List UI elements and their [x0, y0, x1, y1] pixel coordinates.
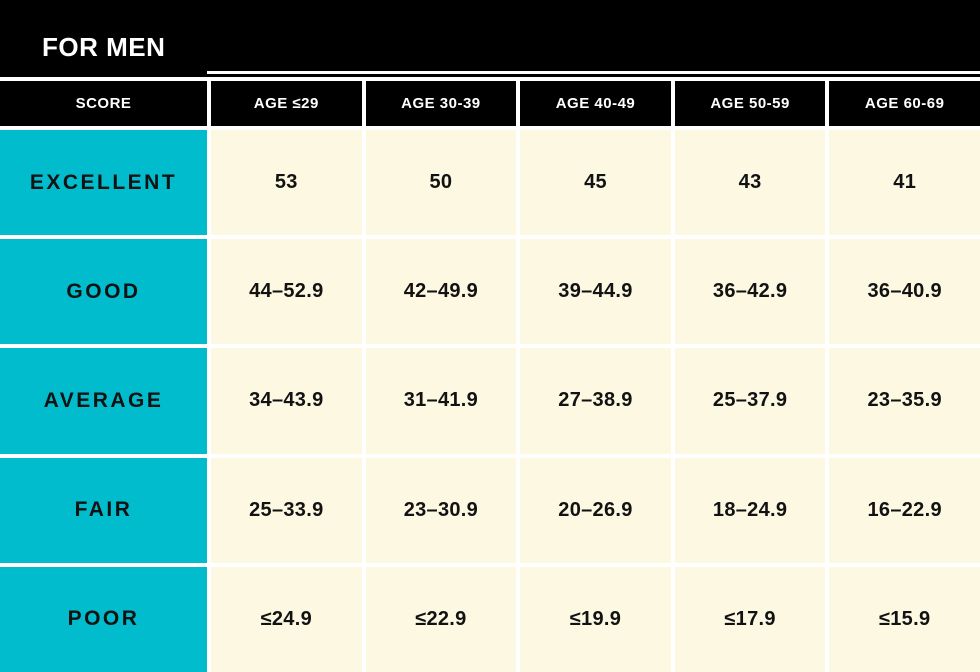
- table-cell: ≤15.9: [829, 566, 980, 672]
- row-label-excellent: EXCELLENT: [0, 130, 207, 236]
- table-cell: 23–30.9: [365, 457, 517, 563]
- row-label-good: GOOD: [0, 239, 207, 345]
- table-cell: 44–52.9: [211, 239, 362, 345]
- table-cell: 45: [520, 130, 671, 236]
- table-cell: 27–38.9: [520, 348, 671, 454]
- table-cell: 18–24.9: [674, 457, 826, 563]
- table-cell: 25–37.9: [674, 348, 826, 454]
- table-cell: 43: [674, 130, 826, 236]
- table-cell: 23–35.9: [829, 348, 980, 454]
- table-cell: ≤17.9: [674, 566, 826, 672]
- score-table: SCORE AGE ≤29 AGE 30-39 AGE 40-49 AGE 50…: [0, 77, 980, 672]
- table-cell: 42–49.9: [365, 239, 517, 345]
- table-cell: 20–26.9: [520, 457, 671, 563]
- page-title: FOR MEN: [42, 32, 166, 62]
- table-cell: 31–41.9: [365, 348, 517, 454]
- table-cell: 25–33.9: [211, 457, 362, 563]
- table-cell: 39–44.9: [520, 239, 671, 345]
- table-cell: 50: [365, 130, 517, 236]
- row-label-average: AVERAGE: [0, 348, 207, 454]
- table-cell: ≤22.9: [365, 566, 517, 672]
- table-cell: 41: [829, 130, 980, 236]
- column-header-age-le-29: AGE ≤29: [211, 81, 362, 126]
- header-divider-line: [207, 71, 980, 74]
- column-header-age-60-69: AGE 60-69: [829, 81, 980, 126]
- row-label-poor: POOR: [0, 566, 207, 672]
- column-header-age-40-49: AGE 40-49: [520, 81, 671, 126]
- column-header-age-30-39: AGE 30-39: [365, 81, 517, 126]
- table-cell: 36–42.9: [674, 239, 826, 345]
- row-label-fair: FAIR: [0, 457, 207, 563]
- column-header-score: SCORE: [0, 81, 207, 126]
- column-header-age-50-59: AGE 50-59: [674, 81, 826, 126]
- table-cell: ≤24.9: [211, 566, 362, 672]
- title-band: FOR MEN: [0, 0, 980, 77]
- table-cell: ≤19.9: [520, 566, 671, 672]
- table-cell: 34–43.9: [211, 348, 362, 454]
- table-cell: 53: [211, 130, 362, 236]
- table-cell: 16–22.9: [829, 457, 980, 563]
- table-cell: 36–40.9: [829, 239, 980, 345]
